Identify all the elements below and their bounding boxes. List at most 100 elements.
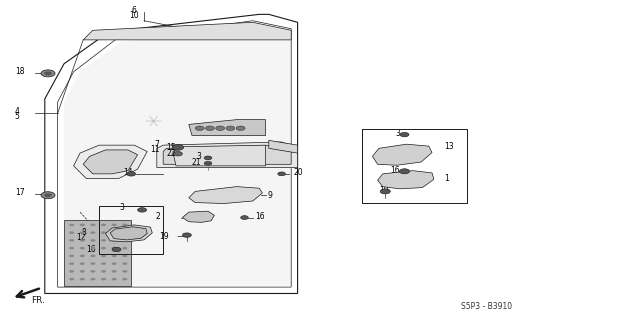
Circle shape [399, 169, 410, 174]
Polygon shape [106, 225, 152, 242]
Text: 17: 17 [15, 189, 24, 197]
Circle shape [122, 247, 127, 249]
Circle shape [216, 126, 225, 130]
Text: 9: 9 [268, 191, 273, 200]
Circle shape [278, 172, 285, 176]
Circle shape [241, 216, 248, 219]
Polygon shape [64, 24, 291, 286]
Circle shape [69, 278, 74, 280]
Circle shape [122, 231, 127, 234]
Circle shape [380, 189, 390, 194]
Polygon shape [189, 187, 262, 204]
Circle shape [41, 70, 55, 77]
Circle shape [122, 255, 127, 257]
Text: 2: 2 [156, 212, 160, 221]
Circle shape [122, 270, 127, 273]
Text: FR.: FR. [31, 296, 45, 305]
Polygon shape [74, 145, 147, 179]
Text: 16: 16 [390, 166, 400, 175]
Polygon shape [163, 145, 291, 164]
Circle shape [204, 161, 212, 165]
Text: 1: 1 [444, 174, 449, 183]
Circle shape [69, 255, 74, 257]
Text: 14: 14 [123, 168, 132, 177]
Text: 18: 18 [15, 67, 24, 76]
Polygon shape [372, 144, 432, 165]
Circle shape [90, 247, 95, 249]
Circle shape [101, 247, 106, 249]
Text: 20: 20 [293, 168, 303, 177]
Text: 13: 13 [444, 142, 454, 151]
Circle shape [111, 224, 116, 226]
Circle shape [90, 270, 95, 273]
Circle shape [69, 239, 74, 242]
Circle shape [90, 278, 95, 280]
Text: 3: 3 [119, 203, 124, 212]
Text: 3: 3 [395, 130, 400, 138]
Circle shape [69, 262, 74, 265]
Circle shape [226, 126, 235, 130]
Circle shape [101, 255, 106, 257]
Circle shape [80, 278, 85, 280]
Polygon shape [157, 142, 298, 167]
Polygon shape [378, 171, 434, 189]
Circle shape [195, 126, 204, 130]
Circle shape [101, 239, 106, 242]
Text: 5: 5 [15, 112, 20, 121]
Circle shape [182, 233, 191, 237]
Polygon shape [182, 211, 214, 222]
Circle shape [236, 126, 245, 130]
Circle shape [80, 255, 85, 257]
Bar [362, 129, 467, 203]
Text: 22: 22 [166, 149, 176, 158]
Circle shape [80, 247, 85, 249]
Polygon shape [269, 140, 298, 153]
Circle shape [204, 156, 212, 160]
Text: 4: 4 [15, 107, 20, 115]
Text: 3: 3 [196, 152, 201, 161]
Text: 16: 16 [255, 212, 264, 221]
Text: 19: 19 [379, 186, 388, 195]
Circle shape [80, 224, 85, 226]
Polygon shape [110, 227, 147, 240]
Circle shape [173, 152, 182, 156]
Circle shape [122, 224, 127, 226]
Circle shape [69, 247, 74, 249]
Circle shape [44, 193, 52, 197]
Circle shape [111, 255, 116, 257]
Polygon shape [83, 150, 138, 174]
Circle shape [69, 224, 74, 226]
Circle shape [111, 231, 116, 234]
Circle shape [69, 231, 74, 234]
Circle shape [138, 208, 147, 212]
Circle shape [90, 231, 95, 234]
Text: S5P3 - B3910: S5P3 - B3910 [461, 302, 512, 311]
Bar [99, 206, 163, 254]
Polygon shape [189, 120, 266, 136]
Circle shape [205, 126, 214, 130]
Circle shape [101, 270, 106, 273]
Circle shape [90, 239, 95, 242]
Circle shape [44, 71, 52, 75]
Text: 8: 8 [81, 228, 86, 237]
Circle shape [111, 247, 116, 249]
Text: 21: 21 [191, 158, 201, 167]
Text: 12: 12 [76, 233, 86, 242]
Text: 16: 16 [86, 245, 96, 254]
Circle shape [101, 278, 106, 280]
Text: 10: 10 [129, 11, 140, 20]
Circle shape [111, 278, 116, 280]
Text: 7: 7 [154, 140, 159, 149]
Circle shape [101, 262, 106, 265]
Circle shape [122, 262, 127, 265]
Circle shape [80, 239, 85, 242]
Circle shape [111, 270, 116, 273]
Text: 11: 11 [150, 145, 159, 154]
Circle shape [122, 278, 127, 280]
Polygon shape [83, 22, 291, 40]
Polygon shape [173, 145, 266, 166]
Circle shape [80, 270, 85, 273]
Circle shape [122, 239, 127, 242]
Circle shape [90, 262, 95, 265]
Circle shape [112, 247, 121, 252]
